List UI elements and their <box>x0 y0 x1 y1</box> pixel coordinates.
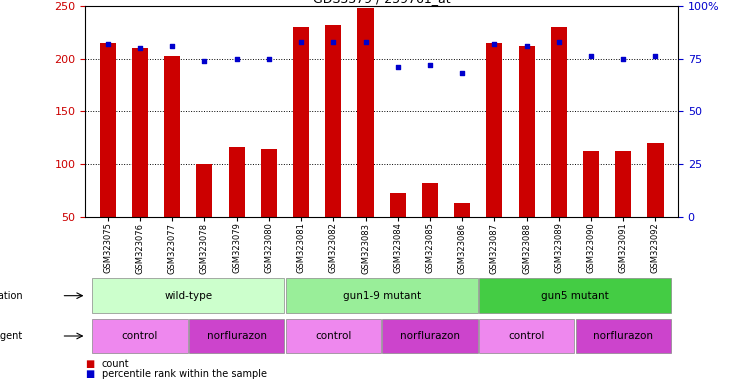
Point <box>134 45 146 51</box>
Bar <box>196 164 213 217</box>
Bar <box>551 27 567 217</box>
Text: percentile rank within the sample: percentile rank within the sample <box>102 369 267 379</box>
Text: norflurazon: norflurazon <box>207 331 267 341</box>
Bar <box>486 43 502 217</box>
Bar <box>189 319 285 353</box>
Point <box>263 55 275 61</box>
Bar <box>382 319 478 353</box>
Text: genotype/variation: genotype/variation <box>0 291 23 301</box>
Bar <box>454 203 471 217</box>
Bar <box>228 147 245 217</box>
Bar <box>357 8 373 217</box>
Point <box>456 70 468 76</box>
Bar <box>93 278 285 313</box>
Point <box>488 41 500 47</box>
Bar <box>615 151 631 217</box>
Text: norflurazon: norflurazon <box>400 331 460 341</box>
Bar <box>576 319 671 353</box>
Point <box>295 39 307 45</box>
Point <box>585 53 597 60</box>
Text: control: control <box>315 331 351 341</box>
Bar <box>479 278 671 313</box>
Point <box>359 39 371 45</box>
Text: ■: ■ <box>85 369 94 379</box>
Text: control: control <box>508 331 545 341</box>
Point <box>230 55 242 61</box>
Title: GDS3379 / 259761_at: GDS3379 / 259761_at <box>313 0 451 5</box>
Point <box>392 64 404 70</box>
Point <box>166 43 178 49</box>
Bar <box>422 183 438 217</box>
Bar <box>648 143 663 217</box>
Point <box>617 55 629 61</box>
Text: norflurazon: norflurazon <box>594 331 654 341</box>
Point <box>650 53 662 60</box>
Bar <box>293 27 309 217</box>
Point <box>521 43 533 49</box>
Point <box>553 39 565 45</box>
Bar <box>285 278 478 313</box>
Bar <box>479 319 574 353</box>
Bar <box>100 43 116 217</box>
Bar <box>93 319 187 353</box>
Point <box>424 62 436 68</box>
Text: gun5 mutant: gun5 mutant <box>541 291 609 301</box>
Bar <box>325 25 342 217</box>
Text: control: control <box>122 331 158 341</box>
Bar <box>165 56 180 217</box>
Point <box>199 58 210 64</box>
Point <box>328 39 339 45</box>
Text: agent: agent <box>0 331 23 341</box>
Bar <box>583 151 599 217</box>
Text: gun1-9 mutant: gun1-9 mutant <box>342 291 421 301</box>
Text: wild-type: wild-type <box>165 291 213 301</box>
Bar <box>285 319 381 353</box>
Point <box>102 41 113 47</box>
Bar <box>132 48 148 217</box>
Bar <box>519 46 535 217</box>
Text: ■: ■ <box>85 359 94 369</box>
Bar <box>261 149 277 217</box>
Bar <box>390 193 406 217</box>
Text: count: count <box>102 359 129 369</box>
